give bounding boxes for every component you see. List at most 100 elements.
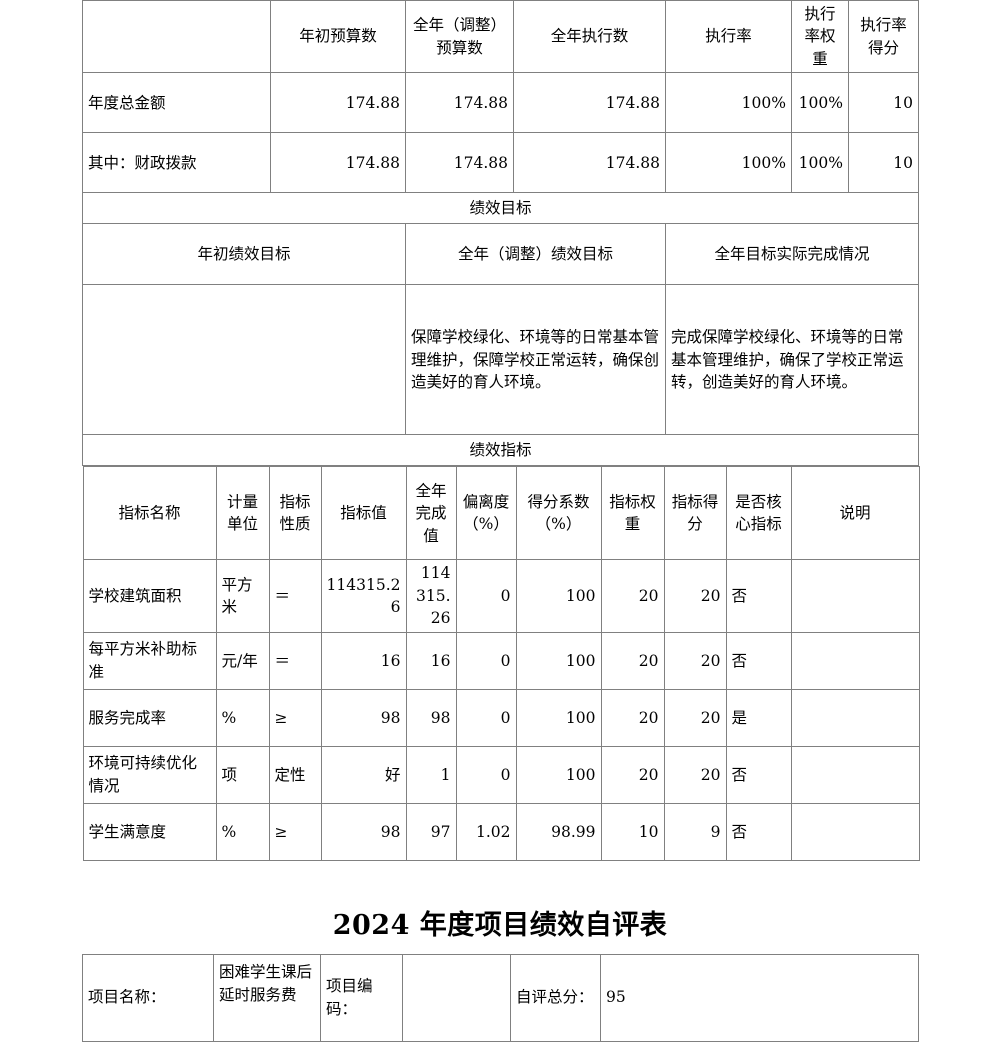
indicator-deviation: 1.02 — [455, 802, 517, 861]
budget-header-rate: 执行率 — [665, 0, 792, 74]
budget-row-rate-score: 10 — [848, 132, 919, 194]
indicator-actual: 114315.26 — [405, 559, 457, 633]
budget-row-rate-score: 10 — [848, 72, 919, 134]
budget-row-item: 其中：财政拨款 — [82, 132, 271, 194]
indicator-is-core: 否 — [725, 631, 792, 690]
indicator-header-deviation: 偏离度（%） — [455, 466, 517, 561]
page-title: 2024 年度项目绩效自评表 — [332, 910, 668, 941]
performance-goals-value-row: 保障学校绿化、环境等的日常基本管理维护，保障学校正常运转，确保创造美好的育人环境… — [82, 284, 919, 436]
indicator-target: 98 — [320, 688, 407, 747]
indicator-deviation: 0 — [455, 688, 517, 747]
goals-value-actual: 完成保障学校绿化、环境等的日常基本管理维护，确保了学校正常运转，创造美好的育人环… — [665, 284, 919, 436]
project-code-label: 项目编码： — [320, 954, 403, 1042]
project-name-label: 项目名称： — [82, 954, 214, 1042]
indicator-remark — [790, 559, 920, 633]
table-row: 学生满意度 % ≥ 98 97 1.02 98.99 10 9 否 — [82, 802, 920, 861]
budget-header-executed: 全年执行数 — [513, 0, 666, 74]
goals-header-actual: 全年目标实际完成情况 — [665, 223, 919, 286]
goals-header-adjusted: 全年（调整）绩效目标 — [405, 223, 666, 286]
budget-header-adjusted: 全年（调整）预算数 — [405, 0, 514, 74]
performance-indicators-section-label: 绩效指标 — [82, 434, 919, 467]
indicator-target: 16 — [320, 631, 407, 690]
indicator-name: 学生满意度 — [82, 802, 217, 861]
budget-performance-table: 年初预算数 全年（调整）预算数 全年执行数 执行率 执行率权重 执行率得分 年度… — [82, 0, 920, 861]
indicator-nature: ≥ — [268, 688, 322, 747]
indicator-coeff: 100 — [515, 745, 602, 804]
indicator-score: 20 — [663, 559, 727, 633]
budget-row-rate: 100% — [665, 72, 792, 134]
project-code-value — [402, 954, 511, 1042]
indicator-weight: 20 — [600, 631, 665, 690]
performance-goals-section-label: 绩效目标 — [82, 192, 919, 225]
budget-row-initial: 174.88 — [270, 132, 406, 194]
project-name-value: 困难学生课后延时服务费 — [213, 954, 321, 1042]
table-row: 服务完成率 % ≥ 98 98 0 100 20 20 是 — [82, 688, 920, 747]
indicator-coeff: 100 — [515, 688, 602, 747]
indicator-unit: % — [215, 688, 270, 747]
table-row: 项目名称： 困难学生课后延时服务费 项目编码： 自评总分： 95 — [82, 954, 919, 1042]
budget-header-rate-weight: 执行率权重 — [791, 0, 849, 74]
indicator-actual: 98 — [405, 688, 457, 747]
indicator-remark — [790, 631, 920, 690]
performance-indicators-section-row: 绩效指标 — [82, 434, 919, 467]
table-row: 学校建筑面积 平方米 ＝ 114315.26 114315.26 0 100 2… — [82, 559, 920, 633]
budget-header-item — [82, 0, 271, 74]
table-row: 环境可持续优化情况 项 定性 好 1 0 100 20 20 否 — [82, 745, 920, 804]
project-summary-table: 项目名称： 困难学生课后延时服务费 项目编码： 自评总分： 95 — [82, 954, 919, 1042]
performance-goals-header-row: 年初绩效目标 全年（调整）绩效目标 全年目标实际完成情况 — [82, 223, 919, 286]
table-row: 其中：财政拨款 174.88 174.88 174.88 100% 100% 1… — [82, 132, 919, 194]
performance-indicators-table: 指标名称 计量单位 指标性质 指标值 全年完成值 偏离度（%） 得分系数（%） … — [82, 466, 920, 861]
budget-header-row: 年初预算数 全年（调整）预算数 全年执行数 执行率 执行率权重 执行率得分 — [82, 0, 919, 74]
budget-row-adjusted: 174.88 — [405, 132, 514, 194]
indicator-score: 20 — [663, 631, 727, 690]
budget-row-executed: 174.88 — [513, 132, 666, 194]
indicator-score: 20 — [663, 688, 727, 747]
indicator-remark — [790, 688, 920, 747]
indicator-header-coeff: 得分系数（%） — [515, 466, 602, 561]
goals-value-initial — [82, 284, 406, 436]
indicator-is-core: 否 — [725, 745, 792, 804]
indicator-deviation: 0 — [455, 559, 517, 633]
indicator-actual: 97 — [405, 802, 457, 861]
indicator-target: 114315.26 — [320, 559, 407, 633]
indicator-name: 每平方米补助标准 — [82, 631, 217, 690]
budget-row-executed: 174.88 — [513, 72, 666, 134]
indicator-actual: 16 — [405, 631, 457, 690]
indicator-header-is-core: 是否核心指标 — [725, 466, 792, 561]
indicator-nature: ≥ — [268, 802, 322, 861]
indicator-name: 学校建筑面积 — [82, 559, 217, 633]
indicator-header-target: 指标值 — [320, 466, 407, 561]
budget-row-rate-weight: 100% — [791, 72, 849, 134]
indicator-is-core: 是 — [725, 688, 792, 747]
indicator-actual: 1 — [405, 745, 457, 804]
goals-value-adjusted: 保障学校绿化、环境等的日常基本管理维护，保障学校正常运转，确保创造美好的育人环境… — [405, 284, 666, 436]
indicator-nature: ＝ — [268, 559, 322, 633]
self-score-value: 95 — [600, 954, 919, 1042]
indicator-name: 环境可持续优化情况 — [82, 745, 217, 804]
budget-row-rate-weight: 100% — [791, 132, 849, 194]
goals-header-initial: 年初绩效目标 — [82, 223, 406, 286]
budget-header-rate-score: 执行率得分 — [848, 0, 919, 74]
budget-row-adjusted: 174.88 — [405, 72, 514, 134]
budget-row-initial: 174.88 — [270, 72, 406, 134]
indicator-header-score: 指标得分 — [663, 466, 727, 561]
indicator-unit: 平方米 — [215, 559, 270, 633]
indicator-name: 服务完成率 — [82, 688, 217, 747]
indicator-header-nature: 指标性质 — [268, 466, 322, 561]
table-row: 年度总金额 174.88 174.88 174.88 100% 100% 10 — [82, 72, 919, 134]
indicator-header-unit: 计量单位 — [215, 466, 270, 561]
indicator-coeff: 100 — [515, 631, 602, 690]
performance-goals-section-row: 绩效目标 — [82, 192, 919, 225]
indicator-weight: 20 — [600, 559, 665, 633]
indicator-weight: 20 — [600, 688, 665, 747]
indicator-nature: ＝ — [268, 631, 322, 690]
indicator-header-weight: 指标权重 — [600, 466, 665, 561]
indicator-remark — [790, 802, 920, 861]
indicator-is-core: 否 — [725, 559, 792, 633]
indicator-remark — [790, 745, 920, 804]
indicator-coeff: 100 — [515, 559, 602, 633]
indicator-unit: 项 — [215, 745, 270, 804]
budget-row-item: 年度总金额 — [82, 72, 271, 134]
indicator-weight: 10 — [600, 802, 665, 861]
